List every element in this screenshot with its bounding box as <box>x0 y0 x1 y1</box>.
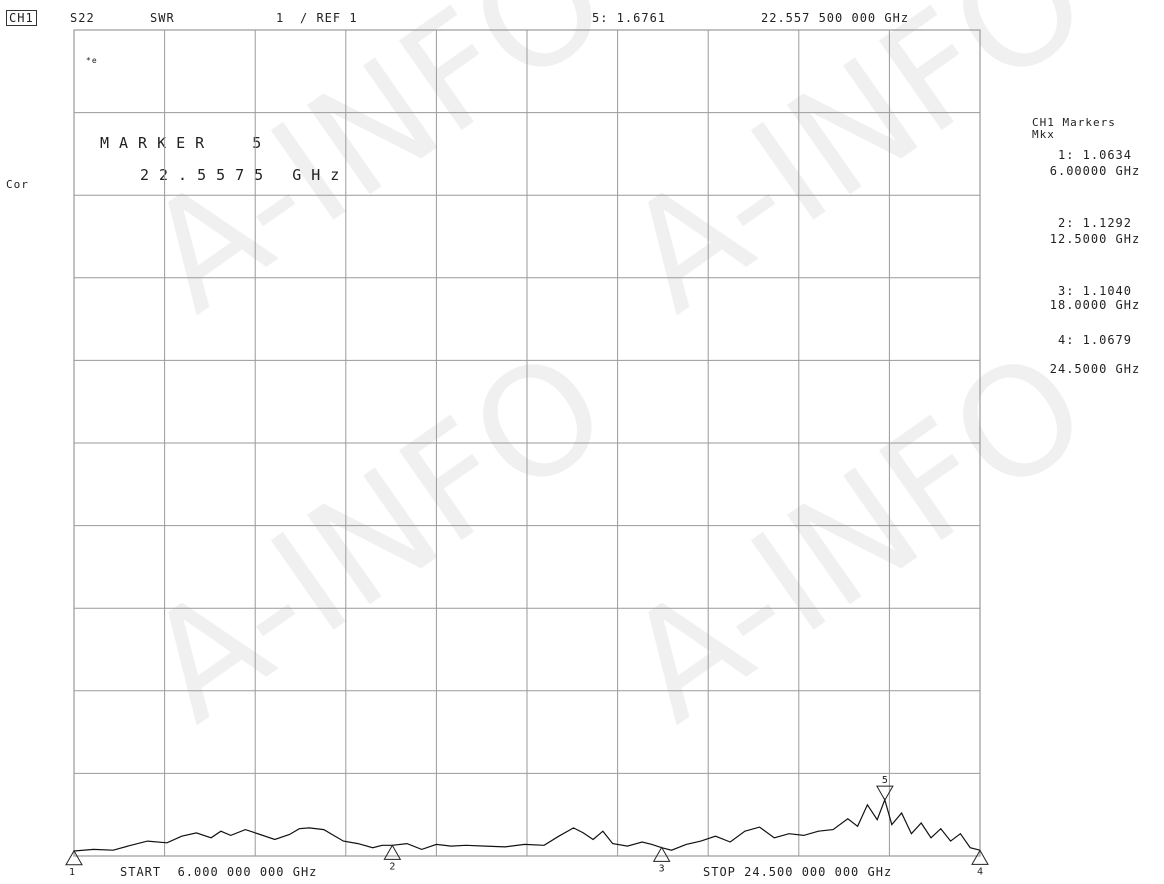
channel-badge: CH1 <box>6 10 37 26</box>
marker-4-label: 4 <box>977 866 983 877</box>
marker-box-frequency: 22.5575 GHz <box>140 166 350 184</box>
marker-5-triangle <box>876 785 894 802</box>
marker-4-triangle <box>971 849 989 865</box>
scale-label: 1 <box>276 11 285 25</box>
grid-lines <box>74 30 980 856</box>
marker-2-label: 2 <box>389 861 395 872</box>
marker-2-triangle <box>383 844 402 860</box>
marker-4-frequency: 24.5000 GHz <box>1049 362 1141 376</box>
marker-5-label: 5 <box>882 775 888 786</box>
marker-3-value: 3: 1.1040 <box>1057 284 1133 298</box>
marker-2-frequency: 12.5000 GHz <box>1049 232 1141 246</box>
annotation-mark: *e <box>86 56 98 65</box>
marker-list-title: CH1 Markers <box>1032 116 1116 129</box>
marker-1-value: 1: 1.0634 <box>1057 148 1133 162</box>
format-label: SWR <box>150 11 175 25</box>
marker-box-title: MARKER 5 <box>100 134 272 152</box>
parameter-label: S22 <box>70 11 95 25</box>
marker-3-label: 3 <box>659 863 665 874</box>
marker-3-triangle <box>652 846 671 862</box>
stop-frequency: STOP 24.500 000 000 GHz <box>703 865 893 879</box>
marker-3-frequency: 18.0000 GHz <box>1049 298 1141 312</box>
marker-triangles: 1 2 3 4 5 <box>65 775 989 878</box>
active-marker-readout: 5: 1.6761 <box>592 11 667 25</box>
marker-list-subtitle: Mkx <box>1032 128 1055 141</box>
reference-label: / REF 1 <box>300 11 358 25</box>
swr-trace <box>73 797 981 852</box>
marker-4-value: 4: 1.0679 <box>1057 333 1133 347</box>
start-frequency: START 6.000 000 000 GHz <box>120 865 318 879</box>
marker-2-value: 2: 1.1292 <box>1057 216 1133 230</box>
active-marker-frequency: 22.557 500 000 GHz <box>761 11 910 25</box>
marker-1-triangle <box>65 849 83 866</box>
correction-indicator: Cor <box>6 178 29 191</box>
marker-1-label: 1 <box>69 867 75 878</box>
marker-1-frequency: 6.00000 GHz <box>1049 164 1141 178</box>
